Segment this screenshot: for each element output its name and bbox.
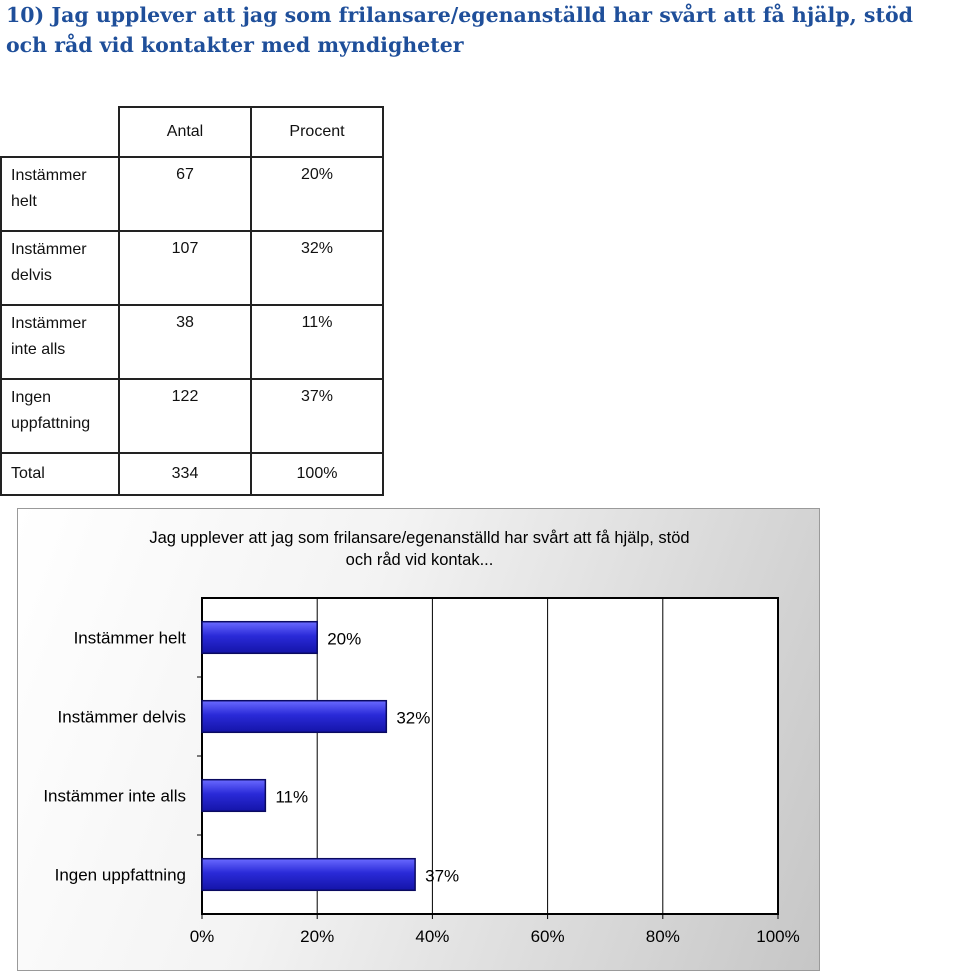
table-row: Instämmer delvis 107 32% (0, 230, 384, 306)
x-tick-label: 60% (531, 927, 565, 946)
bar (201, 857, 416, 892)
chart-canvas: 0% 20% 40% 60% 80% 100% Instämmer helt 20% Instä… (43, 597, 800, 946)
row-percent: 11% (250, 304, 384, 380)
x-tick-label: 100% (756, 927, 799, 946)
table-total-row: Total 334 100% (0, 452, 384, 496)
table-corner-cell (1, 107, 120, 158)
total-percent: 100% (250, 452, 384, 496)
header-percent: Procent (250, 106, 384, 158)
row-label: Instämmer helt (0, 156, 120, 232)
data-label: 32% (396, 709, 430, 728)
category-label: Instämmer helt (74, 629, 187, 648)
table-header-row: Antal Procent (1, 106, 384, 158)
question-title: 10) Jag upplever att jag som frilansare/… (6, 3, 913, 57)
x-tick-label: 0% (190, 927, 215, 946)
total-count: 334 (118, 452, 252, 496)
x-tick-label: 40% (415, 927, 449, 946)
table-row: Ingen uppfattning 122 37% (0, 378, 384, 454)
category-label: Ingen uppfattning (55, 866, 186, 885)
data-label: 20% (327, 630, 361, 649)
row-label: Instämmer inte alls (0, 304, 120, 380)
table-row: Instämmer helt 67 20% (0, 156, 384, 232)
row-count: 107 (118, 230, 252, 306)
bar (201, 778, 267, 813)
row-count: 67 (118, 156, 252, 232)
data-label: 37% (425, 867, 459, 886)
total-label: Total (0, 452, 120, 496)
row-count: 38 (118, 304, 252, 380)
category-label: Instämmer delvis (58, 708, 186, 727)
header-count: Antal (118, 106, 252, 158)
bar-chart: Jag upplever att jag som frilansare/egen… (17, 508, 820, 971)
chart-title: Jag upplever att jag som frilansare/egen… (149, 529, 690, 569)
row-percent: 37% (250, 378, 384, 454)
row-percent: 32% (250, 230, 384, 306)
table-row: Instämmer inte alls 38 11% (0, 304, 384, 380)
category-label: Instämmer inte alls (43, 787, 186, 806)
x-tick-label: 80% (646, 927, 680, 946)
frequency-table: Antal Procent Instämmer helt 67 20% Instä… (0, 106, 384, 496)
data-label: 11% (275, 788, 308, 807)
x-tick-label: 20% (300, 927, 334, 946)
row-label: Instämmer delvis (0, 230, 120, 306)
bar (201, 699, 388, 734)
row-percent: 20% (250, 156, 384, 232)
row-count: 122 (118, 378, 252, 454)
bar (201, 620, 318, 655)
row-label: Ingen uppfattning (0, 378, 120, 454)
